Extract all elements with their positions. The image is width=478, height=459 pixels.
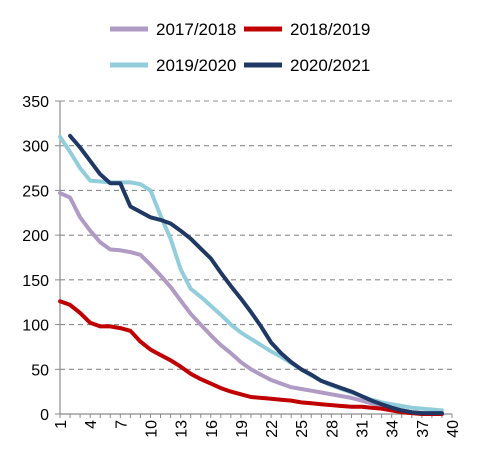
x-tick-label-31: 31 [355,420,372,438]
y-axis-ticks: 0 50 100 150 200 250 300 350 [22,94,60,424]
y-tick-label-150: 150 [22,273,49,290]
x-tick-label-28: 28 [324,420,341,438]
x-tick-label-10: 10 [143,420,160,438]
y-tick-label-300: 300 [22,139,49,156]
series-line-2020-2021 [68,133,444,416]
series-line-2018-2019 [58,299,444,416]
x-tick-label-25: 25 [294,420,311,438]
series-lines [58,133,444,416]
x-tick-label-13: 13 [174,420,191,438]
y-tick-label-0: 0 [40,407,49,424]
legend: 2017/2018 2018/2019 2019/2020 2020/2021 [110,20,370,75]
legend-label-2017-2018: 2017/2018 [156,20,236,39]
gridlines [60,100,452,370]
x-tick-label-34: 34 [385,420,402,438]
legend-label-2019-2020: 2019/2020 [156,56,236,75]
x-tick-label-22: 22 [264,420,281,438]
x-tick-label-4: 4 [83,420,100,429]
legend-label-2020-2021: 2020/2021 [290,56,370,75]
y-tick-label-250: 250 [22,183,49,200]
x-tick-label-1: 1 [53,420,70,429]
x-tick-label-7: 7 [113,420,130,429]
x-tick-label-37: 37 [415,420,432,438]
x-tick-label-16: 16 [204,420,221,438]
x-tick-label-19: 19 [234,420,251,438]
y-tick-label-350: 350 [22,94,49,111]
x-axis-ticks: 1 4 7 10 13 16 19 22 25 28 31 34 37 40 [53,414,462,438]
x-tick-label-40: 40 [445,420,462,438]
series-line-2017-2018 [58,191,444,416]
y-tick-label-100: 100 [22,318,49,335]
y-tick-label-50: 50 [31,362,49,379]
y-tick-label-200: 200 [22,228,49,245]
legend-label-2018-2019: 2018/2019 [290,20,370,39]
axes [59,101,452,415]
